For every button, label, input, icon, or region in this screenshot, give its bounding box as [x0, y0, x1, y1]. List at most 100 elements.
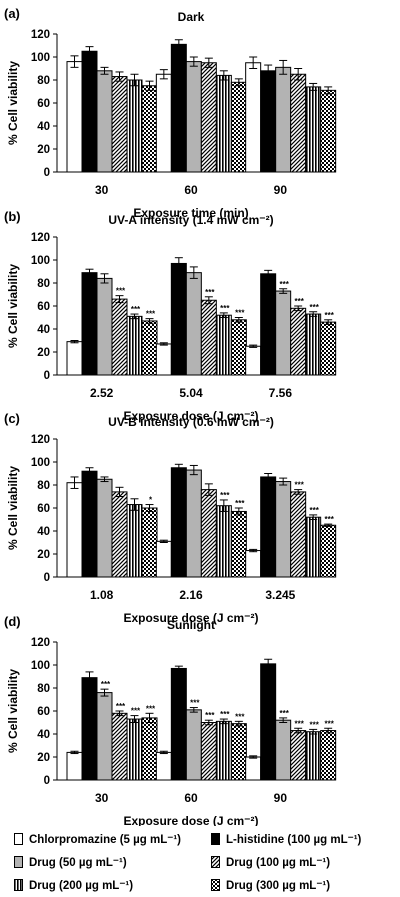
legend-label: Drug (100 µg mL⁻¹) [226, 857, 331, 869]
bar [320, 524, 337, 578]
legend-swatch-vertical [14, 879, 23, 891]
legend-swatch-black [211, 833, 220, 845]
x-tick-label: 1.08 [90, 588, 114, 602]
significance-mark: *** [116, 702, 126, 711]
bar [200, 489, 217, 578]
y-tick-label: 40 [37, 324, 50, 336]
bar [260, 70, 277, 173]
bar [185, 469, 202, 578]
bar [260, 476, 277, 578]
y-tick-label: 20 [37, 347, 50, 359]
bar [215, 720, 232, 781]
bar [81, 677, 98, 781]
x-tick-label: 2.52 [90, 386, 114, 400]
significance-mark: *** [324, 311, 334, 320]
bar [305, 86, 322, 173]
bar [81, 272, 98, 376]
x-tick-label: 90 [274, 791, 288, 805]
legend-item-drug-200: Drug (200 µg mL⁻¹) [14, 878, 133, 892]
bar [275, 66, 292, 173]
bar [320, 730, 337, 781]
bar [170, 667, 187, 781]
panel-label: (d) [4, 614, 21, 629]
bar [275, 290, 292, 376]
y-axis-label: % Cell viability [6, 61, 20, 145]
y-tick-label: 60 [37, 503, 50, 515]
y-tick-label: 120 [31, 29, 50, 41]
legend-item-drug-100: Drug (100 µg mL⁻¹) [211, 855, 330, 869]
legend-item-drug-300: Drug (300 µg mL⁻¹) [211, 878, 330, 892]
y-tick-label: 60 [37, 706, 50, 718]
bar [245, 550, 262, 578]
panel-label: (b) [4, 209, 21, 224]
bar [155, 540, 172, 578]
legend-label: Drug (50 µg mL⁻¹) [29, 857, 127, 869]
bar [170, 43, 187, 173]
y-tick-label: 40 [37, 121, 50, 133]
bar [126, 79, 143, 173]
y-tick-label: 0 [44, 370, 50, 382]
chart-title: UV-A intensity (1.4 mW cm⁻²) [108, 213, 273, 227]
bar [230, 319, 247, 376]
significance-mark: *** [309, 303, 319, 312]
y-tick-label: 0 [44, 775, 50, 787]
chart-title: Sunlight [167, 618, 215, 632]
y-tick-label: 120 [31, 434, 50, 446]
bar [290, 73, 307, 173]
bar [185, 272, 202, 376]
significance-mark: *** [131, 707, 141, 716]
bar [141, 507, 158, 578]
y-tick-label: 80 [37, 683, 50, 695]
bar [305, 731, 322, 781]
y-tick-label: 60 [37, 98, 50, 110]
figure-canvas: (a) Dark 0 20 40 60 80 100 120 % Cell viability 30… [4, 6, 337, 826]
y-axis-label: % Cell viability [6, 264, 20, 348]
legend-swatch-gray [14, 856, 23, 868]
legend-item-l-histidine: L-histidine (100 µg mL⁻¹) [211, 832, 361, 846]
y-tick-label: 100 [31, 255, 50, 267]
bar [320, 89, 337, 173]
legend-label: Chlorpromazine (5 µg mL⁻¹) [29, 834, 181, 846]
legend-label: Drug (200 µg mL⁻¹) [29, 880, 134, 892]
y-tick-label: 120 [31, 232, 50, 244]
significance-mark: *** [116, 287, 126, 296]
y-tick-label: 20 [37, 144, 50, 156]
bar [275, 719, 292, 781]
bar [111, 712, 128, 781]
bar [96, 70, 113, 173]
bar [81, 50, 98, 173]
significance-mark: *** [235, 309, 245, 318]
bar [215, 314, 232, 376]
bar [305, 516, 322, 578]
legend: Chlorpromazine (5 µg mL⁻¹) L-histidine (… [0, 826, 400, 897]
significance-mark: *** [294, 719, 304, 728]
y-tick-label: 80 [37, 75, 50, 87]
legend-swatch-white [14, 833, 23, 845]
y-tick-label: 20 [37, 752, 50, 764]
panel-label: (a) [4, 6, 20, 21]
bar [215, 505, 232, 578]
bar [185, 61, 202, 173]
y-tick-label: 120 [31, 637, 50, 649]
bar [126, 315, 143, 376]
bar [245, 62, 262, 173]
significance-mark: *** [205, 288, 215, 297]
panel-label: (c) [4, 411, 20, 426]
bar [141, 85, 158, 173]
bar [290, 491, 307, 578]
y-tick-label: 40 [37, 729, 50, 741]
significance-mark: *** [235, 499, 245, 508]
bar [111, 76, 128, 173]
bar [111, 298, 128, 376]
x-axis-label: Exposure dose (J cm⁻²) [123, 409, 258, 423]
significance-mark: *** [146, 704, 156, 713]
bar [96, 277, 113, 376]
significance-mark: *** [309, 506, 319, 515]
bar [66, 341, 83, 376]
bar [141, 320, 158, 376]
bar [170, 467, 187, 578]
significance-mark: *** [324, 719, 334, 728]
y-tick-label: 100 [31, 457, 50, 469]
x-tick-label: 30 [95, 791, 109, 805]
bar [275, 481, 292, 578]
